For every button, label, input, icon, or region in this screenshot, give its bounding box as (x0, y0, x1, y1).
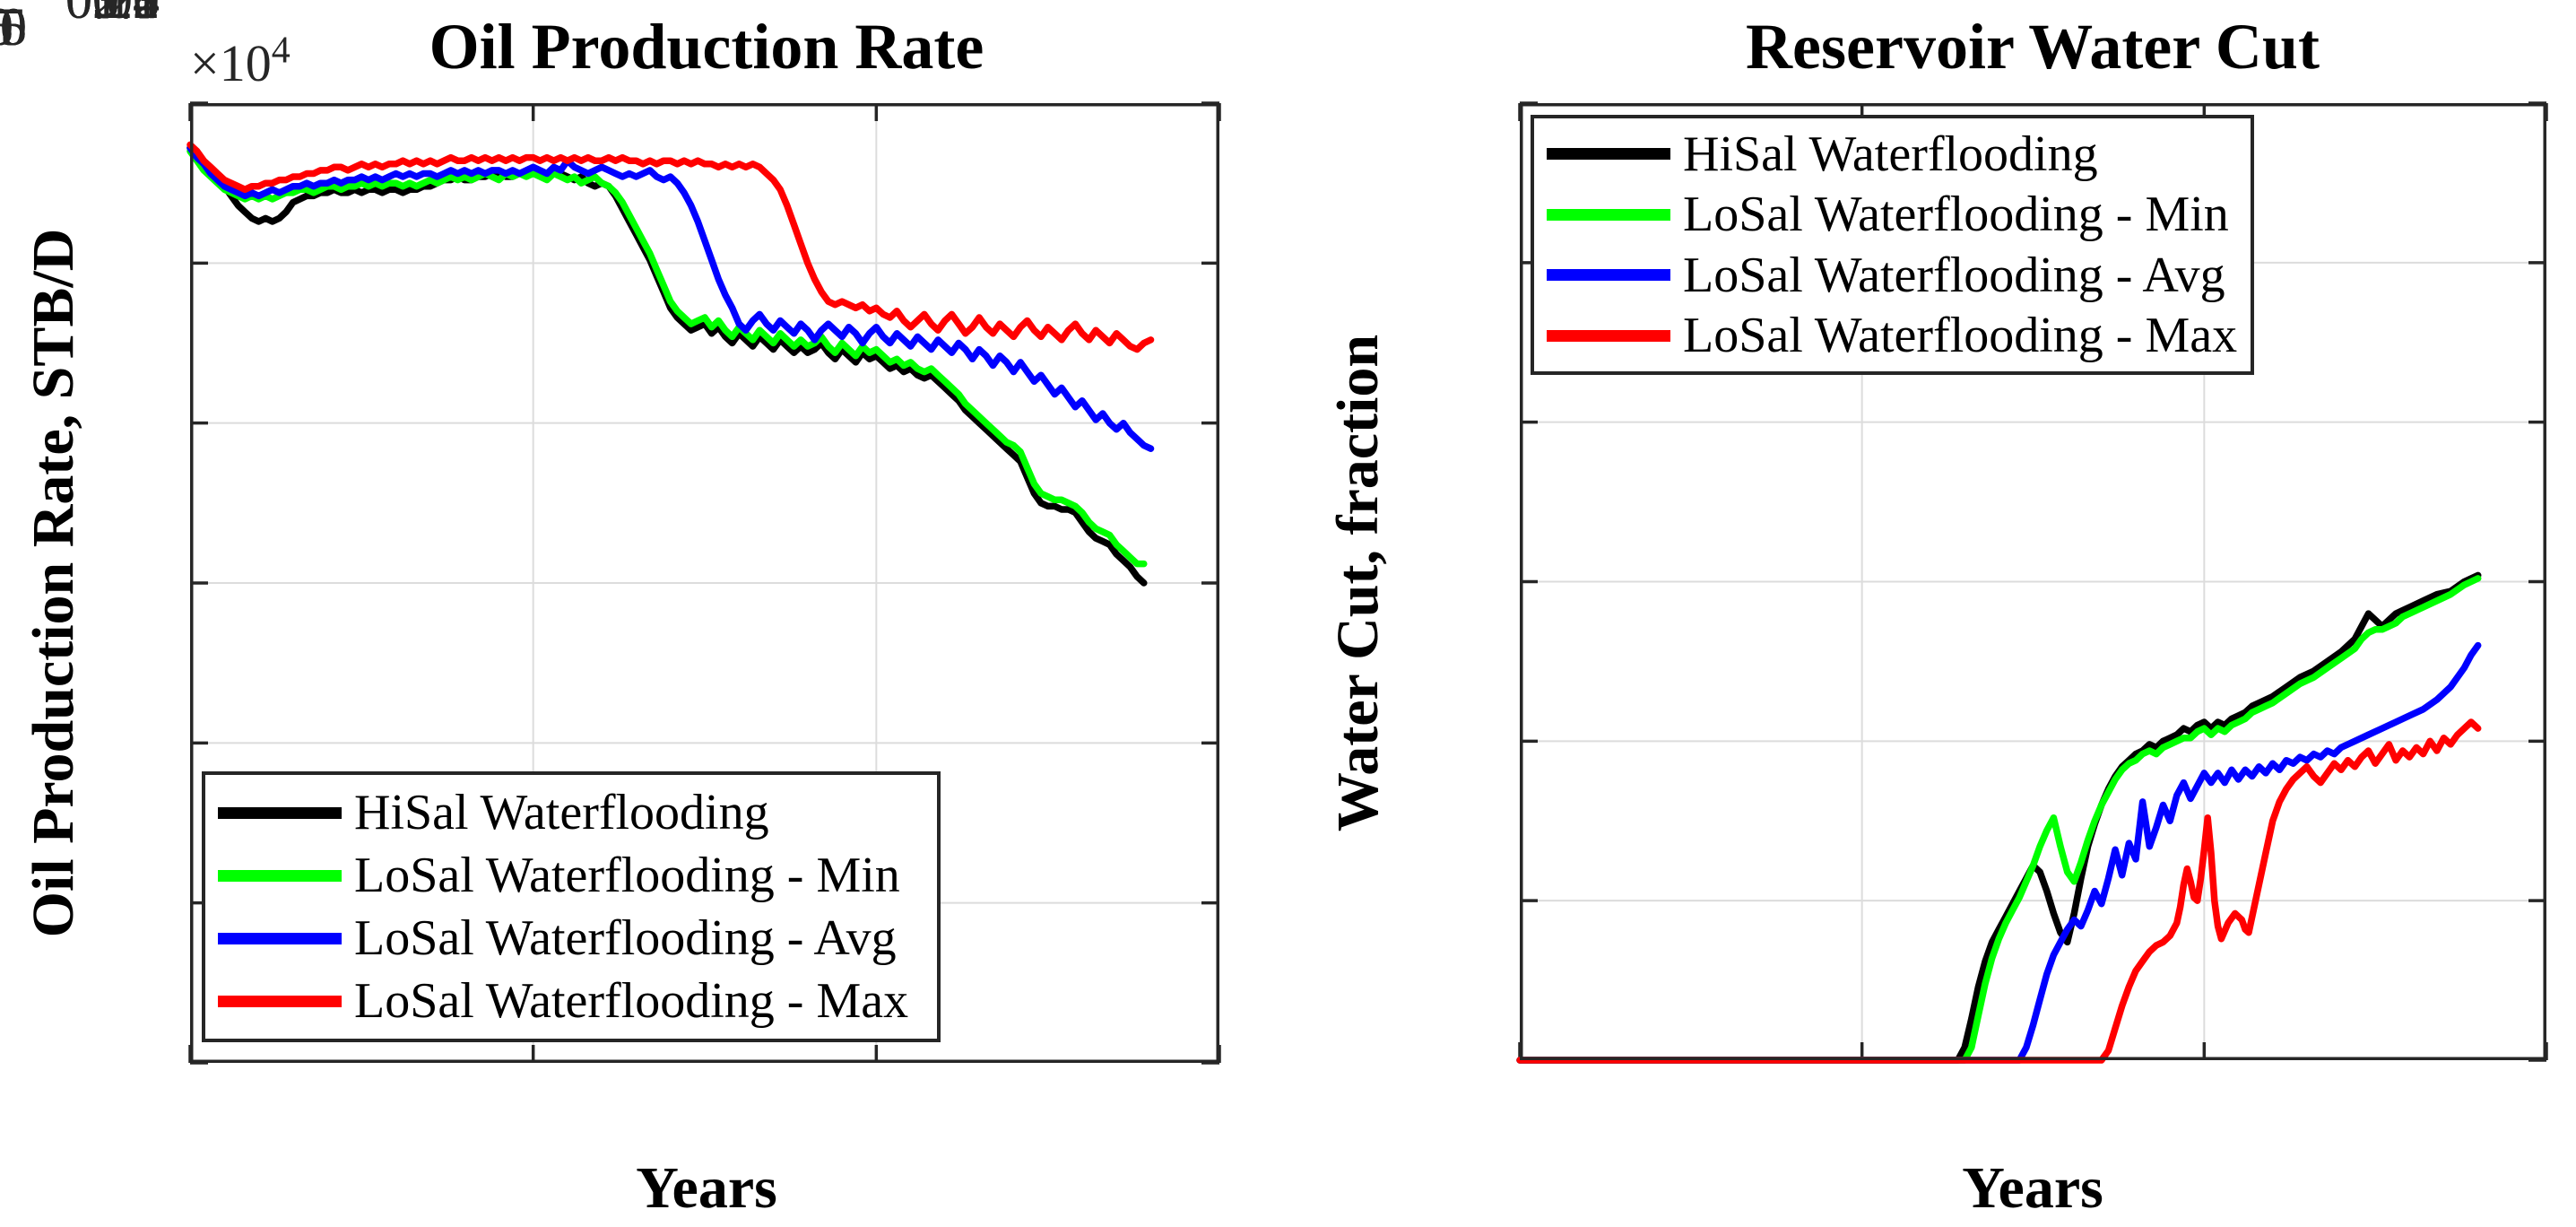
legend-item: LoSal Waterflooding - Min (205, 850, 937, 901)
x-tick-label: 15 (0, 0, 27, 57)
y-tick-label: 0.3 (92, 0, 160, 30)
x-tick-label: 15 (0, 0, 27, 57)
legend-item: LoSal Waterflooding - Avg (1534, 250, 2251, 300)
legend-label: LoSal Waterflooding - Max (1683, 308, 2238, 364)
legend-line-sample-losal-avg (218, 932, 342, 944)
legend-label: HiSal Waterflooding (1683, 126, 2098, 182)
y-tick-label: 0 (133, 0, 160, 30)
series-line (186, 141, 1155, 353)
legend-label: LoSal Waterflooding - Avg (1683, 247, 2225, 303)
series-line (1516, 571, 2482, 1064)
series-line (186, 144, 1155, 452)
y-tick-label: 1.5 (92, 0, 160, 30)
right-x-axis-label: Years (1962, 1155, 2103, 1221)
y-axis-multiplier-base: ×10 (190, 34, 272, 92)
left-chart-title: Oil Production Rate (429, 11, 984, 83)
x-tick-label: 10 (0, 0, 27, 57)
series-line (1516, 641, 2482, 1064)
y-tick-label: 0.25 (65, 0, 160, 30)
y-tick-label: 0.05 (65, 0, 160, 30)
left-x-axis-label: Years (636, 1155, 777, 1221)
x-tick-label: 10 (0, 0, 27, 57)
right-y-axis-label: Water Cut, fraction (1325, 334, 1391, 832)
legend-item: LoSal Waterflooding - Min (1534, 189, 2251, 239)
legend-line-sample-losal-min (1547, 208, 1670, 221)
legend-label: LoSal Waterflooding - Avg (354, 910, 897, 966)
legend-line-sample-losal-max (218, 995, 342, 1007)
series-line (1516, 718, 2482, 1064)
legend-label: LoSal Waterflooding - Max (354, 973, 909, 1029)
y-tick-label: 0.2 (92, 0, 160, 30)
left-legend: HiSal Waterflooding LoSal Waterflooding … (202, 771, 941, 1042)
legend-item: LoSal Waterflooding - Max (1534, 310, 2251, 361)
legend-label: LoSal Waterflooding - Min (354, 848, 900, 903)
y-axis-multiplier: ×104 (190, 32, 291, 90)
series-line (1516, 575, 2482, 1064)
legend-line-sample-hisal (218, 806, 342, 819)
legend-label: LoSal Waterflooding - Min (1683, 187, 2229, 243)
oil-production-rate-plot-area (186, 101, 1221, 1065)
x-tick-label: 5 (0, 0, 13, 57)
legend-line-sample-losal-avg (1547, 269, 1670, 282)
legend-item: LoSal Waterflooding - Max (205, 976, 937, 1026)
series-line (186, 144, 1148, 587)
legend-item: HiSal Waterflooding (1534, 129, 2251, 179)
y-tick-label: 4 (133, 0, 160, 30)
legend-item: HiSal Waterflooding (205, 788, 937, 838)
y-tick-label: 1 (133, 0, 160, 30)
y-tick-label: 2.5 (92, 0, 160, 30)
y-tick-label: 0.1 (92, 0, 160, 30)
legend-item: LoSal Waterflooding - Avg (205, 913, 937, 963)
x-tick-label: 0 (0, 0, 13, 57)
x-tick-label: 5 (0, 0, 13, 57)
y-tick-label: 2 (133, 0, 160, 30)
legend-label: HiSal Waterflooding (354, 785, 769, 840)
y-tick-label: 3 (133, 0, 160, 30)
right-legend: HiSal Waterflooding LoSal Waterflooding … (1531, 115, 2254, 375)
right-chart-title: Reservoir Water Cut (1746, 11, 2320, 83)
y-axis-multiplier-exponent: 4 (271, 30, 291, 72)
legend-line-sample-losal-max (1547, 329, 1670, 342)
left-y-axis-label: Oil Production Rate, STB/D (21, 228, 86, 938)
x-tick-label: 0 (0, 0, 13, 57)
y-tick-label: 0.15 (65, 0, 160, 30)
y-tick-label: 3.5 (92, 0, 160, 30)
legend-line-sample-hisal (1547, 148, 1670, 161)
series-line (186, 147, 1148, 568)
legend-line-sample-losal-min (218, 869, 342, 882)
